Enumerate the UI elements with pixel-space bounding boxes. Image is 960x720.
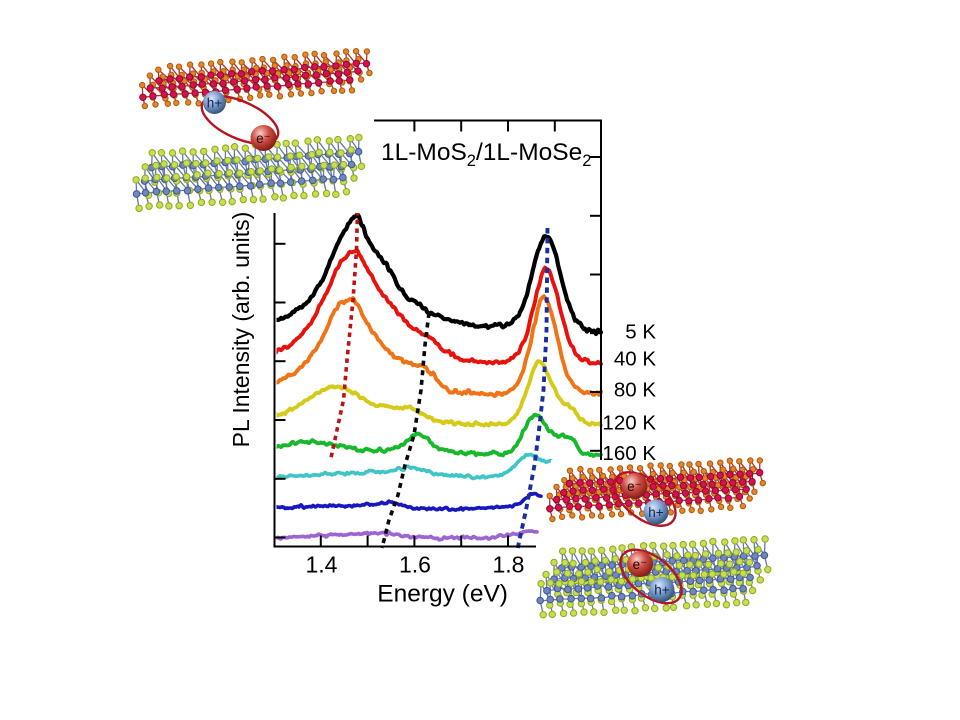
svg-text:1.4: 1.4 (306, 551, 338, 577)
svg-text:120 K: 120 K (602, 412, 656, 435)
svg-text:1.8: 1.8 (493, 551, 525, 577)
svg-text:40 K: 40 K (614, 348, 656, 371)
svg-text:1L-MoS2/1L-MoSe2: 1L-MoS2/1L-MoSe2 (381, 139, 591, 170)
svg-text:h+: h+ (207, 95, 223, 110)
svg-text:PL Intensity (arb. units): PL Intensity (arb. units) (228, 212, 254, 448)
svg-text:h+: h+ (648, 505, 664, 520)
svg-text:h+: h+ (654, 582, 670, 597)
svg-text:e⁻: e⁻ (627, 479, 642, 494)
svg-text:e⁻: e⁻ (633, 557, 648, 572)
svg-text:5 K: 5 K (625, 321, 656, 344)
svg-text:160 K: 160 K (602, 442, 656, 465)
svg-text:80 K: 80 K (614, 379, 656, 402)
svg-text:Energy (eV): Energy (eV) (377, 581, 508, 608)
svg-text:1.6: 1.6 (399, 551, 431, 577)
svg-text:e⁻: e⁻ (256, 131, 271, 146)
